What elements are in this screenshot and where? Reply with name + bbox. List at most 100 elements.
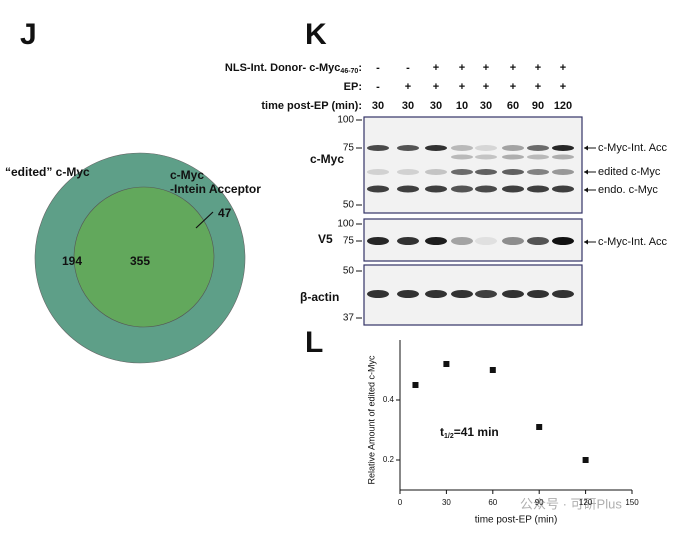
x-tick-label: 60 — [488, 498, 497, 507]
blot-band — [552, 154, 574, 160]
lane-value: + — [459, 62, 465, 74]
x-axis-title: time post-EP (min) — [475, 515, 558, 526]
arrow-head — [584, 187, 588, 193]
blot-band — [397, 185, 419, 193]
blot-band — [425, 169, 447, 175]
lane-value: 30 — [430, 100, 442, 112]
marker-label: 50 — [343, 266, 355, 277]
lane-value: + — [483, 81, 489, 93]
x-tick-label: 0 — [398, 498, 403, 507]
panel-label: J — [20, 18, 37, 51]
blot-band — [425, 145, 447, 151]
band-label: c-Myc-Int. Acc — [598, 236, 668, 248]
blot-band — [502, 237, 524, 245]
blot-band — [502, 169, 524, 175]
venn-outline — [73, 186, 215, 328]
blot-box — [363, 116, 583, 214]
blot-box — [363, 218, 583, 262]
blot-band — [552, 169, 574, 175]
blot-row-label: β-actin — [300, 290, 339, 304]
x-tick-label: 150 — [625, 498, 639, 507]
lane-value: + — [405, 81, 411, 93]
blot-band — [425, 237, 447, 245]
band-label: endo. c-Myc — [598, 184, 658, 196]
lane-value: + — [433, 81, 439, 93]
blot-band — [367, 290, 389, 298]
blot-band — [475, 169, 497, 175]
lane-value: 30 — [480, 100, 492, 112]
blot-band — [451, 169, 473, 175]
lane-value: + — [510, 81, 516, 93]
lane-value: 10 — [456, 100, 468, 112]
marker-label: 50 — [343, 200, 355, 211]
marker-label: 75 — [343, 143, 355, 154]
blot-band — [451, 154, 473, 160]
blot-band — [475, 185, 497, 193]
blot-band — [527, 145, 549, 151]
blot-band — [502, 154, 524, 160]
point — [443, 361, 450, 367]
blot-band — [475, 145, 497, 151]
y-tick-label: 0.2 — [383, 455, 395, 464]
blot-band — [451, 185, 473, 193]
blot-band — [425, 290, 447, 298]
venn-label: c-Myc — [170, 168, 204, 182]
point — [412, 382, 419, 388]
lane-value: - — [376, 81, 380, 93]
blot-band — [367, 237, 389, 245]
blot-band — [527, 290, 549, 298]
row-label: time post-EP (min): — [261, 100, 362, 112]
lane-value: + — [433, 62, 439, 74]
venn-label: “edited” c-Myc — [5, 165, 90, 179]
venn-pointer — [195, 211, 214, 229]
lane-value: 120 — [554, 100, 572, 112]
y-tick-label: 0.4 — [383, 395, 395, 404]
venn-count: 194 — [62, 254, 82, 268]
x-tick-label: 120 — [579, 498, 593, 507]
blot-band — [552, 290, 574, 298]
band-label: c-Myc-Int. Acc — [598, 142, 668, 154]
blot-band — [397, 290, 419, 298]
blot-band — [502, 290, 524, 298]
arrow-head — [584, 239, 588, 245]
blot-band — [502, 185, 524, 193]
venn-count: 355 — [130, 254, 150, 268]
x-tick-label: 90 — [535, 498, 544, 507]
marker-label: 37 — [343, 313, 355, 324]
annotation: t1/2=41 min — [440, 425, 499, 440]
panel-label: L — [305, 326, 323, 359]
blot-band — [552, 185, 574, 193]
watermark: 公众号 · 可研Plus — [520, 496, 622, 511]
blot-band — [527, 169, 549, 175]
lane-value: 60 — [507, 100, 519, 112]
panel-label: K — [305, 18, 327, 51]
lane-value: + — [535, 62, 541, 74]
blot-band — [527, 154, 549, 160]
blot-band — [451, 145, 473, 151]
row-label: NLS-Int. Donor- c-Myc46-70: — [225, 62, 362, 75]
blot-band — [397, 145, 419, 151]
blot-band — [475, 154, 497, 160]
x-tick-label: 30 — [442, 498, 451, 507]
arrow-head — [584, 169, 588, 175]
lane-value: + — [459, 81, 465, 93]
arrow-head — [584, 145, 588, 151]
blot-row-label: V5 — [318, 232, 333, 246]
blot-band — [475, 237, 497, 245]
blot-band — [367, 185, 389, 193]
lane-value: + — [483, 62, 489, 74]
venn-label: -Intein Acceptor — [170, 182, 261, 196]
marker-label: 75 — [343, 236, 355, 247]
point — [582, 457, 589, 463]
blot-band — [475, 290, 497, 298]
point — [536, 424, 543, 430]
lane-value: - — [376, 62, 380, 74]
lane-value: 30 — [402, 100, 414, 112]
row-label: EP: — [344, 81, 362, 93]
venn-count: 47 — [218, 206, 232, 220]
point — [489, 367, 496, 373]
blot-band — [425, 185, 447, 193]
blot-band — [451, 290, 473, 298]
y-axis-title: Relative Amount of edited c-Myc — [366, 355, 376, 485]
